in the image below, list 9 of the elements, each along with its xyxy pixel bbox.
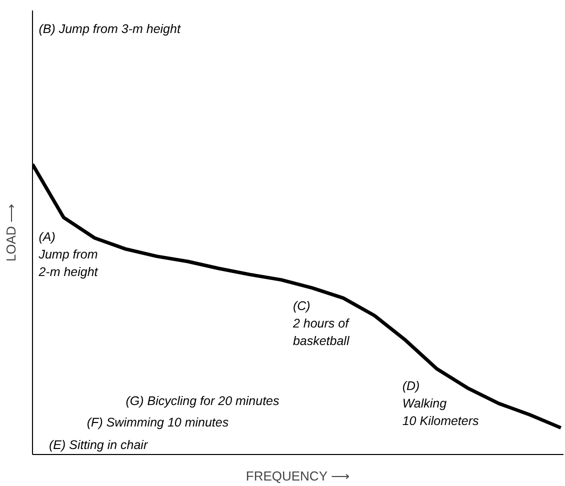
annotation: (C) 2 hours of basketball [292,299,350,348]
x-axis-title: FREQUENCY ⟶ [246,468,350,484]
text: (B) Jump from 3-m height [38,22,181,36]
annotation: (E) Sitting in chair [48,438,148,452]
annotation: (A) Jump from 2-m height [38,230,98,280]
y-axis-title: LOAD ⟶ [4,203,18,262]
annotation: (G) Bicycling for 20 minutes [126,394,280,408]
annotation: (D) Walking 10 Kilometers [402,379,479,428]
annotation: (F) Swimming 10 minutes [86,416,229,430]
